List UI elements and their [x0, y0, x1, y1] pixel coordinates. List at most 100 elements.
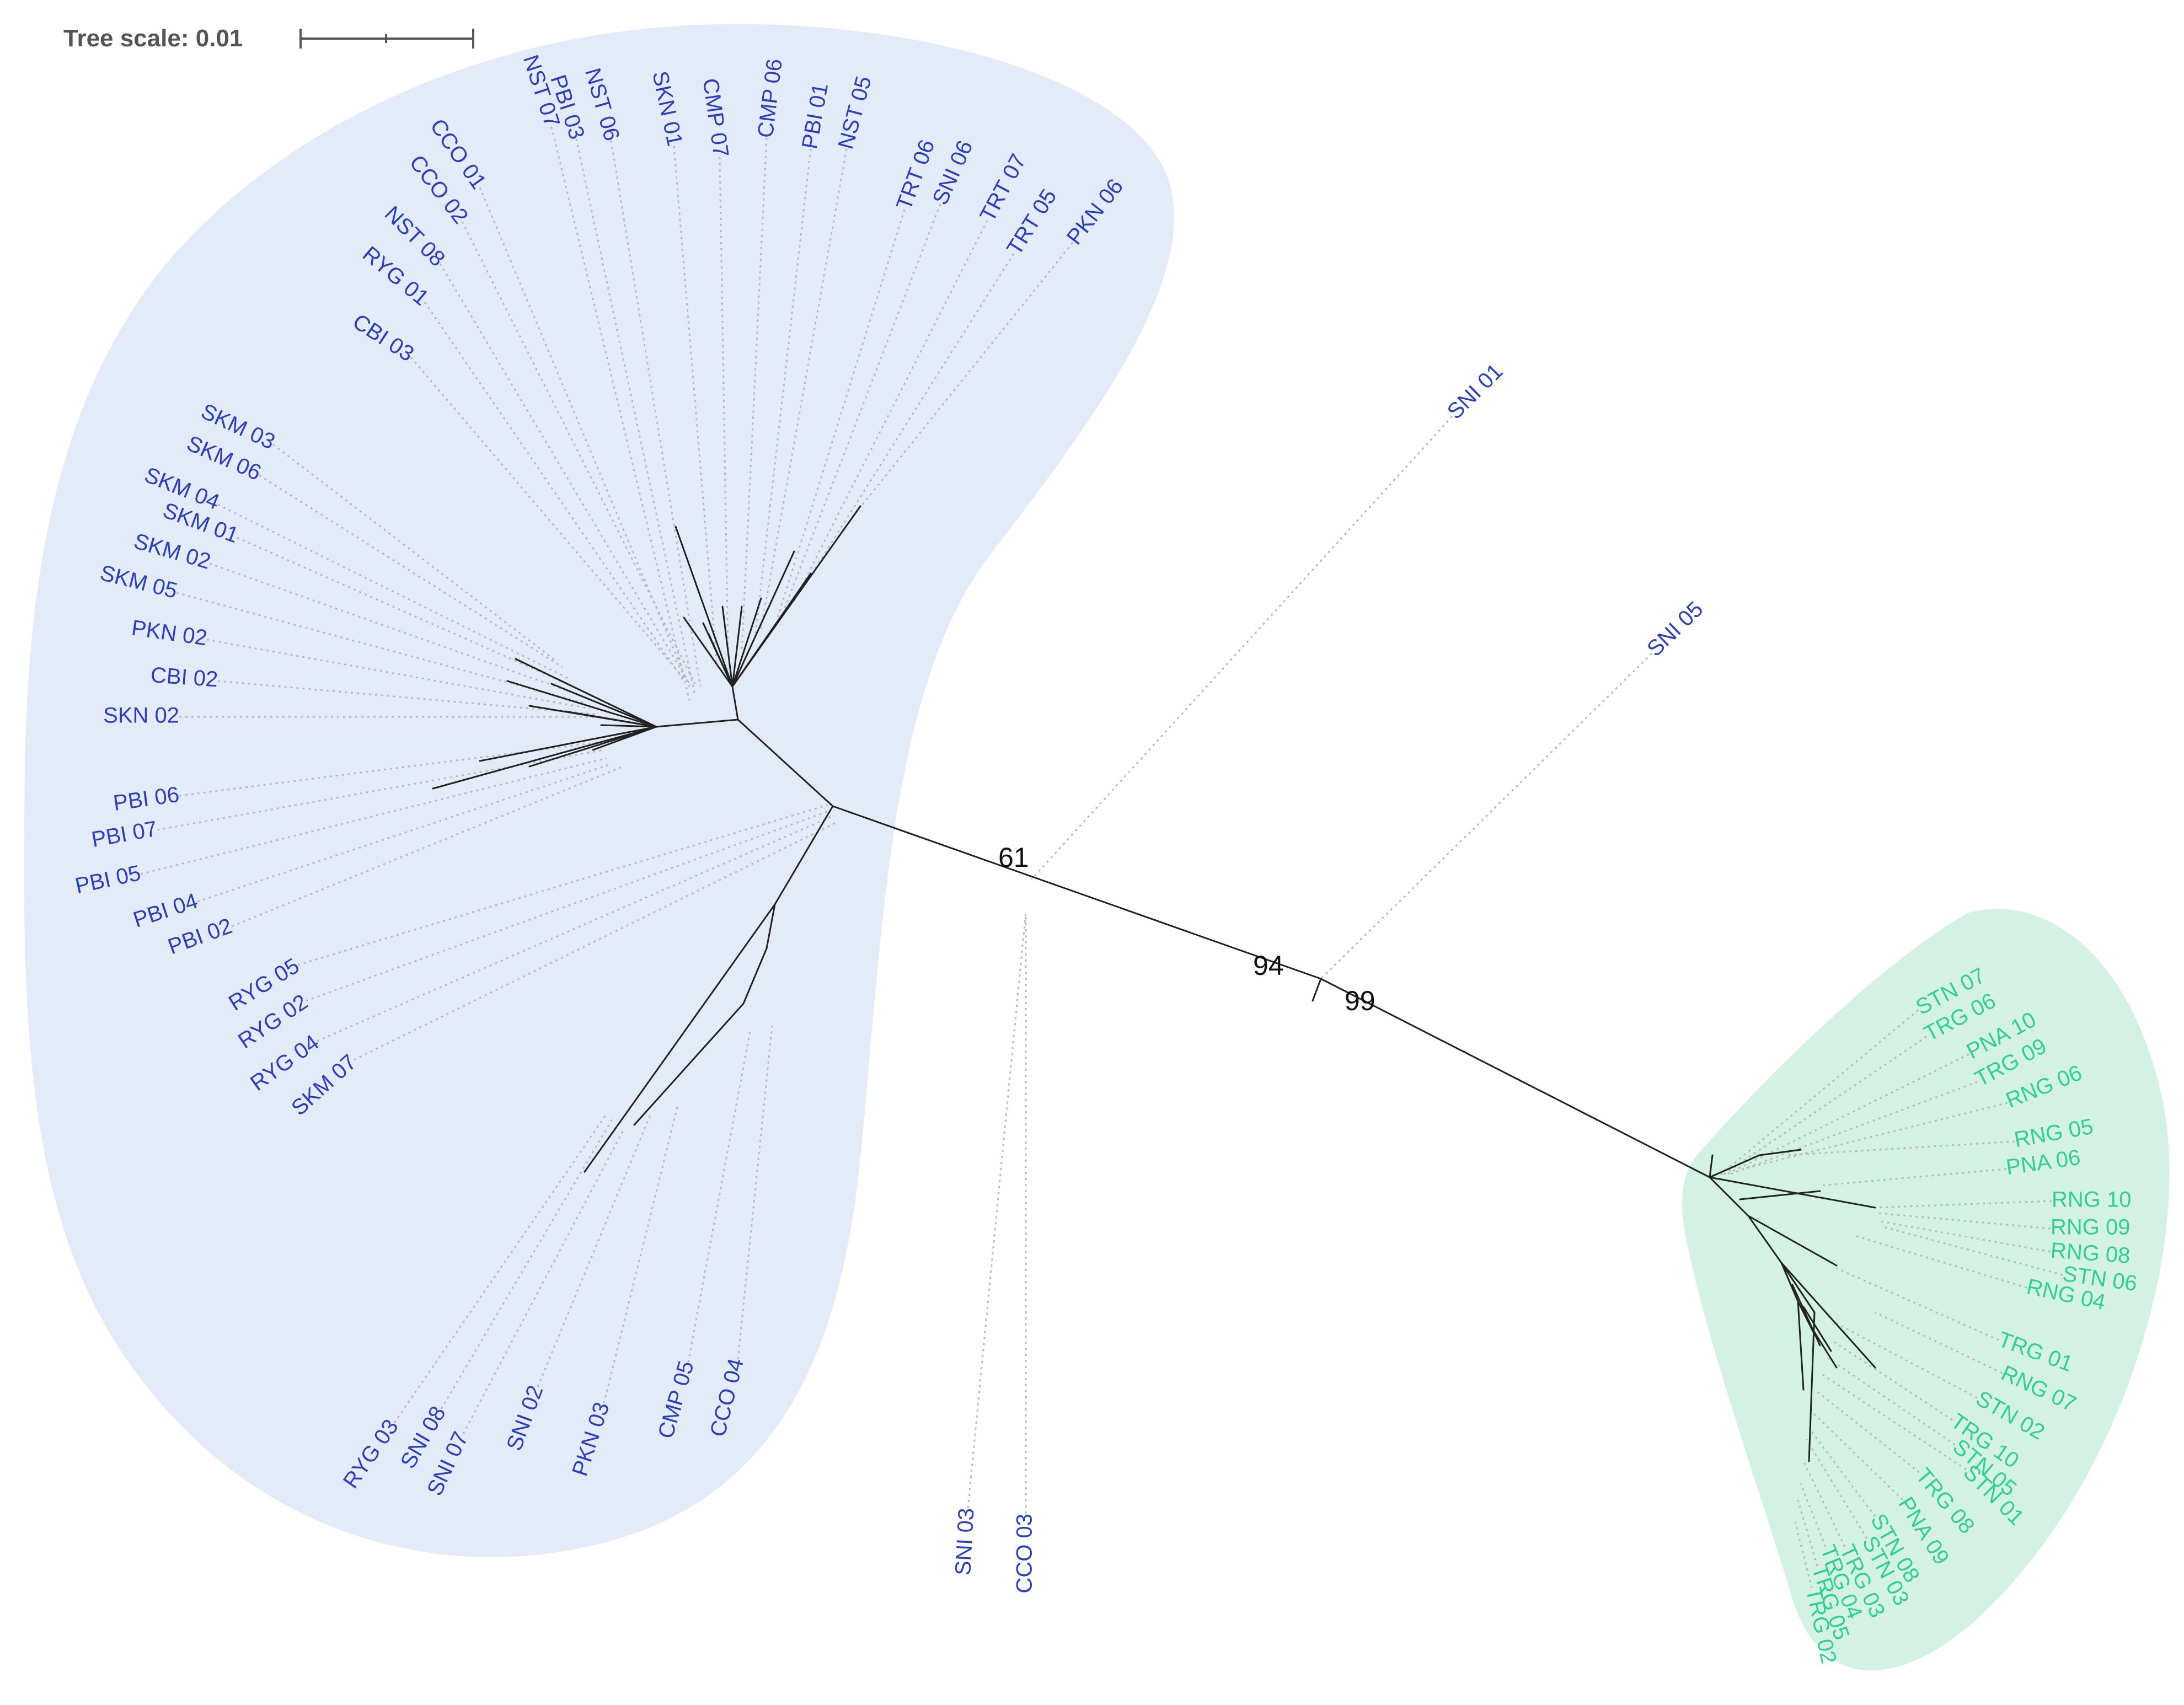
support-value-61: 61 — [998, 842, 1029, 873]
leader-skm-07 — [354, 821, 839, 1061]
branch-segment — [1808, 1322, 1838, 1369]
leader-pna-06 — [1819, 1168, 2007, 1187]
branch-segment — [731, 597, 762, 688]
branch-segment — [1312, 978, 1322, 1002]
leader-stn-08 — [1808, 1428, 1876, 1517]
branch-segment — [633, 1002, 745, 1126]
leader-pbi-05 — [140, 757, 607, 875]
leader-sni-01 — [1030, 415, 1453, 881]
leader-cbi-02 — [217, 680, 596, 715]
clade-green-highlight — [1682, 909, 2170, 1671]
leader-sni-08 — [440, 1119, 613, 1409]
branch-segment — [731, 572, 812, 688]
branch-segment — [1747, 1215, 1838, 1267]
leader-lines — [140, 126, 2063, 1589]
branch-segment — [1709, 1154, 1760, 1178]
tip-label-skn-02: SKN 02 — [103, 704, 179, 728]
leader-cco-02 — [461, 221, 696, 684]
leader-ryg-05 — [297, 804, 828, 966]
branch-segment — [731, 550, 795, 688]
tree-scale-bar: Tree scale: 0.01 — [63, 25, 474, 52]
branch-segment — [1780, 1262, 1816, 1313]
leader-skm-02 — [209, 562, 580, 696]
branch-segment — [737, 719, 834, 807]
leader-trg-08 — [1814, 1388, 1920, 1473]
tip-label-rng-09: RNG 09 — [2051, 1215, 2131, 1240]
branch-segment — [1802, 1306, 1832, 1352]
branch-segment — [515, 658, 657, 728]
tree-branches — [432, 505, 1876, 1462]
leader-cco-04 — [737, 1025, 773, 1360]
support-value-94: 94 — [1253, 950, 1284, 981]
leader-trg-01 — [1836, 1267, 1999, 1341]
leader-sni-02 — [537, 1113, 652, 1387]
leader-ryg-01 — [424, 302, 685, 682]
branch-segment — [1780, 1262, 1799, 1302]
leader-nst-06 — [610, 140, 702, 687]
leader-trg-06 — [1723, 1036, 1927, 1176]
support-value-99: 99 — [1345, 985, 1375, 1016]
branch-segment — [1739, 1190, 1821, 1200]
leader-pkn-06 — [859, 242, 1074, 508]
branch-segment — [1797, 1300, 1805, 1391]
leader-skm-04 — [217, 503, 569, 679]
branch-segment — [1780, 1262, 1876, 1369]
leader-pbi-03 — [575, 138, 696, 695]
leader-sni-05 — [1320, 652, 1653, 980]
leader-cco-01 — [479, 187, 690, 687]
leader-sni-06 — [782, 203, 941, 613]
branch-segment — [731, 685, 739, 721]
branch-segment — [1791, 1284, 1821, 1347]
leader-skn-01 — [673, 146, 718, 668]
leader-nst-05 — [760, 148, 848, 629]
branch-segment — [479, 726, 657, 762]
branch-segment — [742, 947, 768, 1005]
leader-rng-07 — [1875, 1311, 2003, 1374]
tip-label-sni-03: SNI 03 — [951, 1508, 978, 1576]
leader-nst-08 — [439, 263, 690, 684]
leader-trt-07 — [793, 220, 988, 602]
leader-stn-01 — [1819, 1372, 1967, 1471]
leader-trg-03 — [1802, 1461, 1846, 1547]
leader-pbi-06 — [179, 741, 604, 797]
leader-stn-06 — [1883, 1226, 2063, 1276]
branch-segment — [1709, 1154, 1714, 1178]
branch-segment — [1808, 1311, 1816, 1462]
leader-skm-01 — [237, 537, 574, 688]
branch-segment — [774, 805, 834, 905]
leader-rng-10 — [1875, 1200, 2052, 1209]
clade-blue-highlight — [24, 24, 1174, 1557]
branch-segment — [432, 726, 657, 790]
leader-skm-06 — [259, 474, 563, 668]
tip-label-sni-05: SNI 05 — [1642, 597, 1708, 661]
leader-trt-05 — [804, 253, 1015, 585]
leader-cmp-05 — [687, 1031, 751, 1363]
leader-stn-07 — [1720, 1009, 1919, 1176]
tip-label-sni-01: SNI 01 — [1443, 359, 1508, 424]
branch-segment — [1709, 1176, 1876, 1209]
branch-segment — [731, 605, 743, 688]
leader-ryg-03 — [393, 1113, 608, 1423]
branch-segment — [1758, 1149, 1802, 1156]
branch-segment — [766, 903, 776, 950]
leader-rng-08 — [1880, 1220, 2051, 1253]
branch-segment — [721, 605, 734, 688]
leader-sni-07 — [462, 1130, 624, 1434]
leader-ryg-02 — [306, 809, 831, 1002]
branch-segment — [683, 616, 734, 688]
branch-segment — [1320, 978, 1711, 1178]
tip-label-cco-03: CCO 03 — [1013, 1514, 1037, 1594]
branch-segment — [1747, 1215, 1782, 1264]
branch-segment — [1709, 1176, 1749, 1217]
branch-segment — [584, 903, 776, 1173]
tree-scale-label: Tree scale: 0.01 — [63, 25, 243, 52]
leader-sni-03 — [967, 912, 1027, 1509]
branch-segment — [600, 724, 657, 728]
branch-segment — [655, 719, 739, 728]
branch-segment — [832, 805, 1322, 980]
leader-nst-07 — [550, 126, 690, 701]
branch-segment — [708, 633, 734, 688]
leader-pkn-02 — [206, 639, 591, 710]
leader-trg-09 — [1728, 1081, 1978, 1176]
